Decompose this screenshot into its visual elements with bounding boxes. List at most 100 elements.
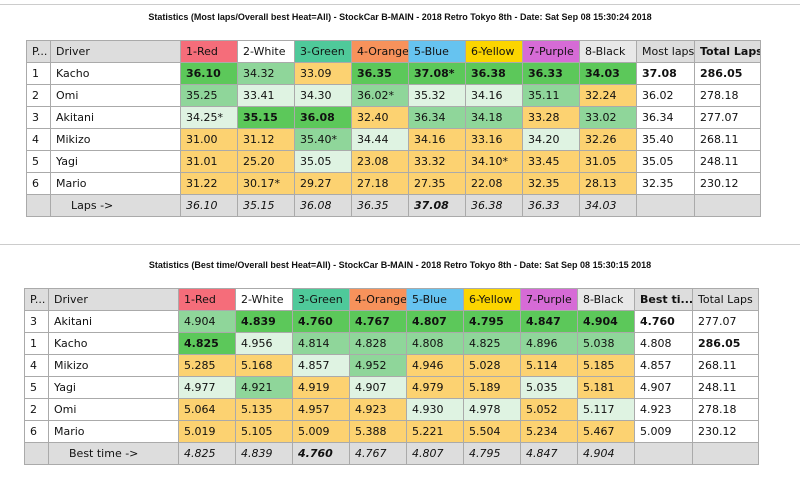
column-header[interactable]: 6-Yellow <box>465 40 523 63</box>
footer-row: Best time -> 4.825 4.839 4.760 4.767 4.807 4.7… <box>24 442 759 465</box>
driver-cell: Yagi <box>48 376 179 399</box>
column-header[interactable]: 6-Yellow <box>463 288 521 311</box>
position-cell: 1 <box>24 332 49 355</box>
lap-cell: 35.11 <box>522 84 580 107</box>
total-cell: 277.07 <box>692 310 759 333</box>
footer-value: 35.15 <box>237 194 295 217</box>
best-cell: 4.808 <box>634 332 693 355</box>
column-header[interactable]: 4-Orange <box>351 40 409 63</box>
position-cell: 1 <box>26 62 51 85</box>
lap-cell: 36.35 <box>351 62 409 85</box>
lap-cell: 5.168 <box>235 354 293 377</box>
lap-cell: 35.25 <box>180 84 238 107</box>
lap-cell: 22.08 <box>465 172 523 195</box>
table-row[interactable]: 5 Yagi 31.01 25.20 35.05 23.08 33.32 34.10* 33.4… <box>26 150 761 173</box>
table-row[interactable]: 1 Kacho 36.10 34.32 33.09 36.35 37.08* 36.38 36.… <box>26 62 761 85</box>
table-row[interactable]: 4 Mikizo 31.00 31.12 35.40* 34.44 34.16 33.16 34… <box>26 128 761 151</box>
header-row: P... Driver 1-Red 2-White 3-Green 4-Orange 5-B… <box>24 288 759 311</box>
lap-cell: 33.41 <box>237 84 295 107</box>
column-header[interactable]: P... <box>24 288 49 311</box>
column-header[interactable]: 2-White <box>235 288 293 311</box>
column-header[interactable]: 1-Red <box>178 288 236 311</box>
table-row[interactable]: 6 Mario 31.22 30.17* 29.27 27.18 27.35 22.08 32.… <box>26 172 761 195</box>
lap-cell: 35.15 <box>237 106 295 129</box>
table-row[interactable]: 5 Yagi 4.977 4.921 4.919 4.907 4.979 5.189 5.035… <box>24 376 759 399</box>
column-header[interactable]: 8-Black <box>577 288 635 311</box>
table-row[interactable]: 3 Akitani 34.25* 35.15 36.08 32.40 36.34 34.18 3… <box>26 106 761 129</box>
table-row[interactable]: 2 Omi 5.064 5.135 4.957 4.923 4.930 4.978 5.052 5… <box>24 398 759 421</box>
footer-label: Best time -> <box>48 442 179 465</box>
lap-cell: 5.135 <box>235 398 293 421</box>
lap-cell: 4.946 <box>406 354 464 377</box>
column-header[interactable]: Driver <box>48 288 179 311</box>
lap-cell: 30.17* <box>237 172 295 195</box>
table-row[interactable]: 3 Akitani 4.904 4.839 4.760 4.767 4.807 4.795 4.… <box>24 310 759 333</box>
lap-cell: 35.32 <box>408 84 466 107</box>
empty-cell <box>24 442 49 465</box>
lap-cell: 33.45 <box>522 150 580 173</box>
position-cell: 5 <box>24 376 49 399</box>
column-header[interactable]: 7-Purple <box>520 288 578 311</box>
lap-cell: 4.896 <box>520 332 578 355</box>
lap-cell: 4.767 <box>349 310 407 333</box>
driver-cell: Kacho <box>50 62 181 85</box>
lap-cell: 4.828 <box>349 332 407 355</box>
column-header[interactable]: Driver <box>50 40 181 63</box>
column-header[interactable]: Total Laps <box>694 40 761 63</box>
column-header[interactable]: 3-Green <box>292 288 350 311</box>
best-cell: 35.40 <box>636 128 695 151</box>
lap-cell: 5.064 <box>178 398 236 421</box>
lap-cell: 4.814 <box>292 332 350 355</box>
lap-cell: 4.956 <box>235 332 293 355</box>
column-header[interactable]: 5-Blue <box>406 288 464 311</box>
table-row[interactable]: 4 Mikizo 5.285 5.168 4.857 4.952 4.946 5.028 5.1… <box>24 354 759 377</box>
driver-cell: Mikizo <box>50 128 181 151</box>
lap-cell: 4.857 <box>292 354 350 377</box>
footer-value: 34.03 <box>579 194 637 217</box>
position-cell: 3 <box>26 106 51 129</box>
column-header[interactable]: 3-Green <box>294 40 352 63</box>
empty-cell <box>636 194 695 217</box>
table-row[interactable]: 2 Omi 35.25 33.41 34.30 36.02* 35.32 34.16 35.11… <box>26 84 761 107</box>
column-header[interactable]: 4-Orange <box>349 288 407 311</box>
lap-cell: 5.189 <box>463 376 521 399</box>
lap-cell: 4.760 <box>292 310 350 333</box>
lap-cell: 36.02* <box>351 84 409 107</box>
total-cell: 277.07 <box>694 106 761 129</box>
table2-title: Statistics (Best time/Overall best Heat=… <box>148 260 652 270</box>
lap-cell: 27.18 <box>351 172 409 195</box>
lap-cell: 31.01 <box>180 150 238 173</box>
lap-cell: 33.32 <box>408 150 466 173</box>
column-header[interactable]: 8-Black <box>579 40 637 63</box>
position-cell: 5 <box>26 150 51 173</box>
column-header[interactable]: 5-Blue <box>408 40 466 63</box>
total-cell: 278.18 <box>692 398 759 421</box>
lap-cell: 34.16 <box>465 84 523 107</box>
best-cell: 5.009 <box>634 420 693 443</box>
best-cell: 4.857 <box>634 354 693 377</box>
best-cell: 4.760 <box>634 310 693 333</box>
footer-value: 4.839 <box>235 442 293 465</box>
table-row[interactable]: 1 Kacho 4.825 4.956 4.814 4.828 4.808 4.825 4.89… <box>24 332 759 355</box>
best-time-table: P... Driver 1-Red 2-White 3-Green 4-Orange 5-B… <box>24 288 759 465</box>
total-cell: 278.18 <box>694 84 761 107</box>
column-header[interactable]: Best ti... <box>634 288 693 311</box>
column-header[interactable]: P... <box>26 40 51 63</box>
footer-value: 4.904 <box>577 442 635 465</box>
driver-cell: Yagi <box>50 150 181 173</box>
column-header[interactable]: 2-White <box>237 40 295 63</box>
lap-cell: 34.18 <box>465 106 523 129</box>
lap-cell: 5.504 <box>463 420 521 443</box>
lap-cell: 23.08 <box>351 150 409 173</box>
column-header[interactable]: Total Laps <box>692 288 759 311</box>
column-header[interactable]: Most laps <box>636 40 695 63</box>
driver-cell: Mikizo <box>48 354 179 377</box>
position-cell: 3 <box>24 310 49 333</box>
lap-cell: 4.930 <box>406 398 464 421</box>
best-cell: 37.08 <box>636 62 695 85</box>
column-header[interactable]: 7-Purple <box>522 40 580 63</box>
lap-cell: 4.977 <box>178 376 236 399</box>
column-header[interactable]: 1-Red <box>180 40 238 63</box>
lap-cell: 4.839 <box>235 310 293 333</box>
table-row[interactable]: 6 Mario 5.019 5.105 5.009 5.388 5.221 5.504 5.23… <box>24 420 759 443</box>
